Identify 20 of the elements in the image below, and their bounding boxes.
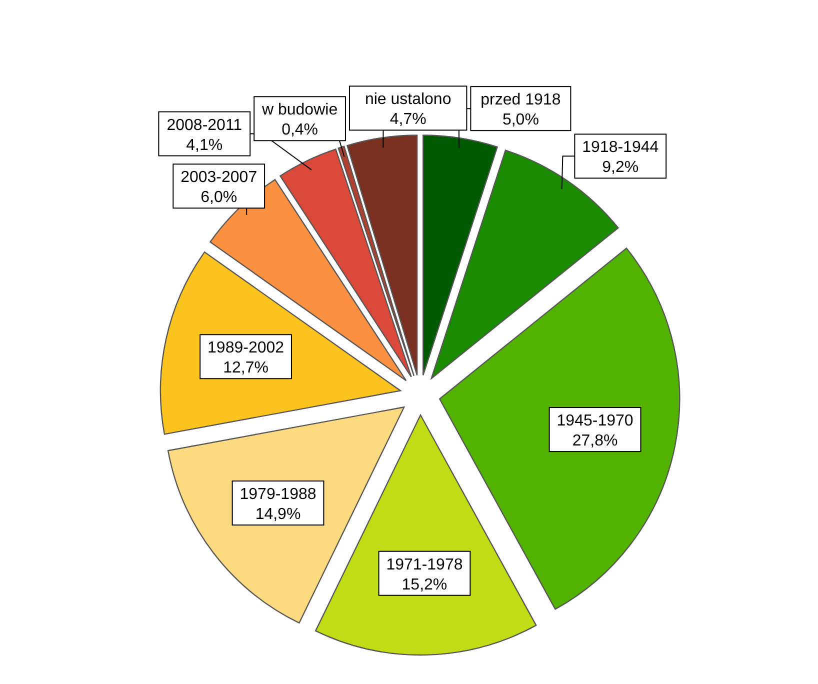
slice-label: 1979-1988 — [240, 486, 316, 504]
data-label: 6,0% — [200, 189, 238, 206]
data-label: 4,7% — [390, 111, 426, 128]
data-label: 0,4% — [282, 122, 318, 139]
data-label: 12,7% — [223, 360, 268, 377]
slice-label: 2003-2007 — [180, 169, 258, 186]
data-label: 27,8% — [572, 432, 618, 450]
slice-label: 1918-1944 — [582, 139, 659, 156]
data-label: 4,1% — [186, 136, 223, 154]
slice-label: nie ustalono — [364, 91, 452, 108]
data-label: 15,2% — [402, 576, 448, 594]
slice-label: 2008-2011 — [166, 116, 242, 134]
slice-label: 1971-1978 — [386, 556, 463, 574]
slice-label: 1989-2002 — [208, 340, 284, 357]
data-label: 14,9% — [255, 506, 301, 524]
slice-label: w budowie — [260, 102, 338, 119]
data-label: 9,2% — [602, 159, 639, 176]
slice-label: przed 1918 — [480, 92, 561, 109]
data-label: 5,0% — [502, 112, 539, 129]
slice-label: 1945-1970 — [556, 412, 634, 430]
